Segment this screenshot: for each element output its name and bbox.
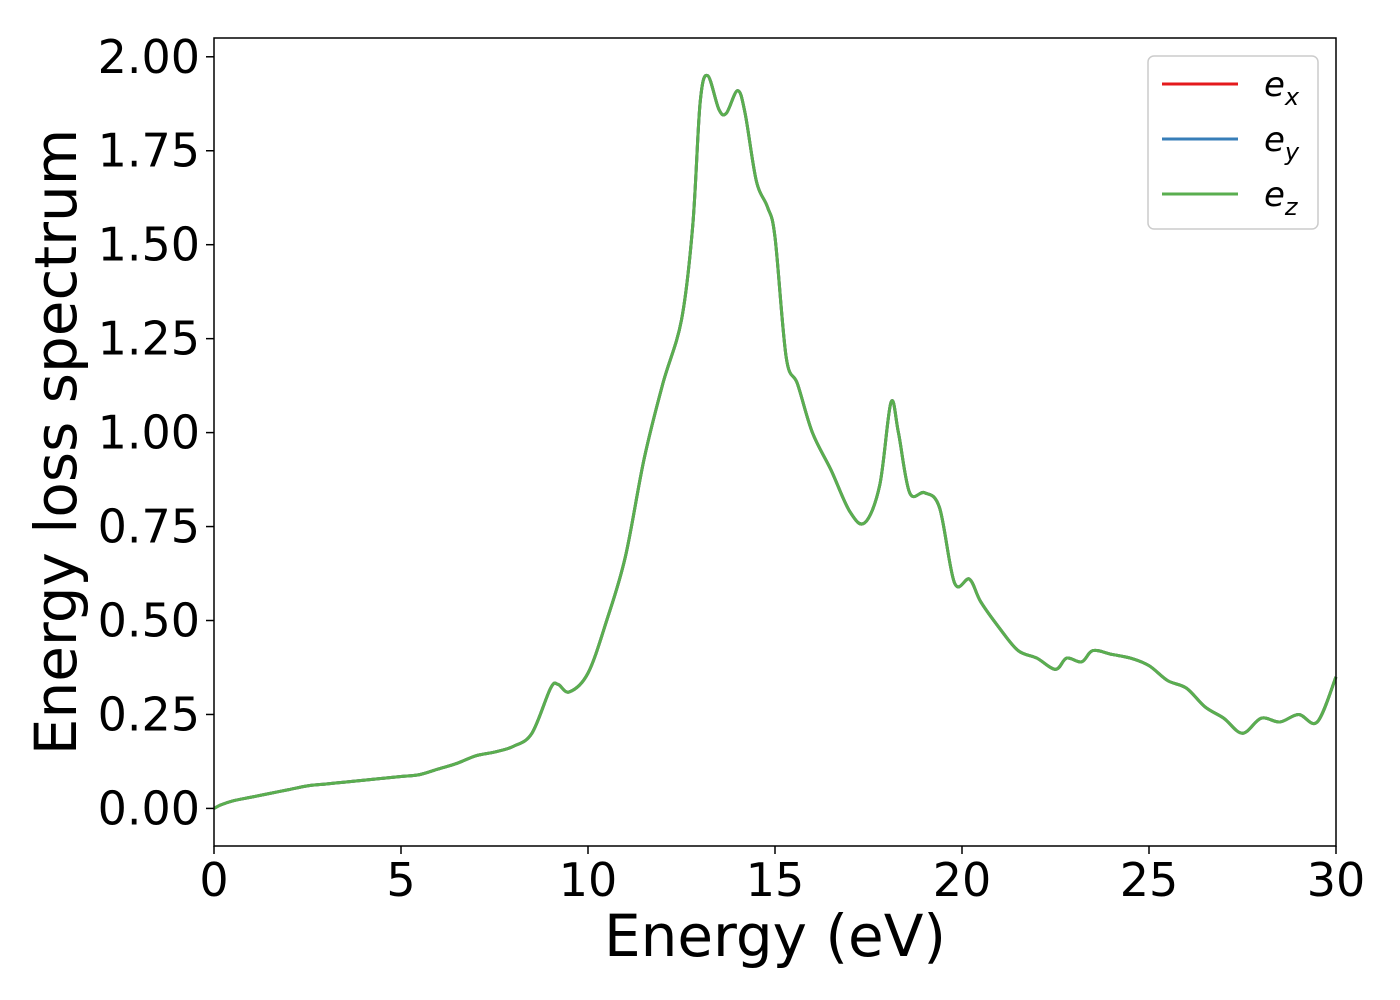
- y-tick-label: 1.75: [98, 124, 200, 178]
- y-tick-label: 1.50: [98, 218, 200, 272]
- y-tick-label: 0.25: [98, 687, 200, 741]
- y-tick-label: 0.00: [98, 781, 200, 835]
- x-axis-title: Energy (eV): [604, 902, 946, 970]
- y-axis-title: Energy loss spectrum: [22, 129, 90, 755]
- series-line-e-z: [213, 73, 1338, 810]
- legend-label: ey: [1264, 120, 1300, 166]
- x-tick-label: 0: [199, 853, 228, 907]
- x-tick-label: 20: [933, 853, 992, 907]
- series-layer: [213, 73, 1338, 810]
- x-tick-label: 25: [1120, 853, 1179, 907]
- y-tick-label: 1.00: [98, 406, 200, 460]
- x-tick-label: 15: [746, 853, 805, 907]
- y-axis-ticks: 0.00 0.25 0.50 0.75 1.00 1.25 1.50 1.75 2.00: [98, 30, 214, 835]
- y-tick-label: 1.25: [98, 312, 200, 366]
- legend: ex ey ez: [1147, 55, 1319, 230]
- legend-label: ex: [1264, 65, 1300, 111]
- x-axis-ticks: 0 5 10 15 20 25 30: [199, 846, 1365, 907]
- y-tick-label: 0.75: [98, 500, 200, 554]
- y-tick-label: 2.00: [98, 30, 200, 84]
- legend-box: [1147, 55, 1319, 230]
- x-tick-label: 10: [559, 853, 618, 907]
- y-tick-label: 0.50: [98, 594, 200, 648]
- x-tick-label: 30: [1307, 853, 1366, 907]
- x-tick-label: 5: [386, 853, 415, 907]
- legend-label: ez: [1264, 175, 1299, 221]
